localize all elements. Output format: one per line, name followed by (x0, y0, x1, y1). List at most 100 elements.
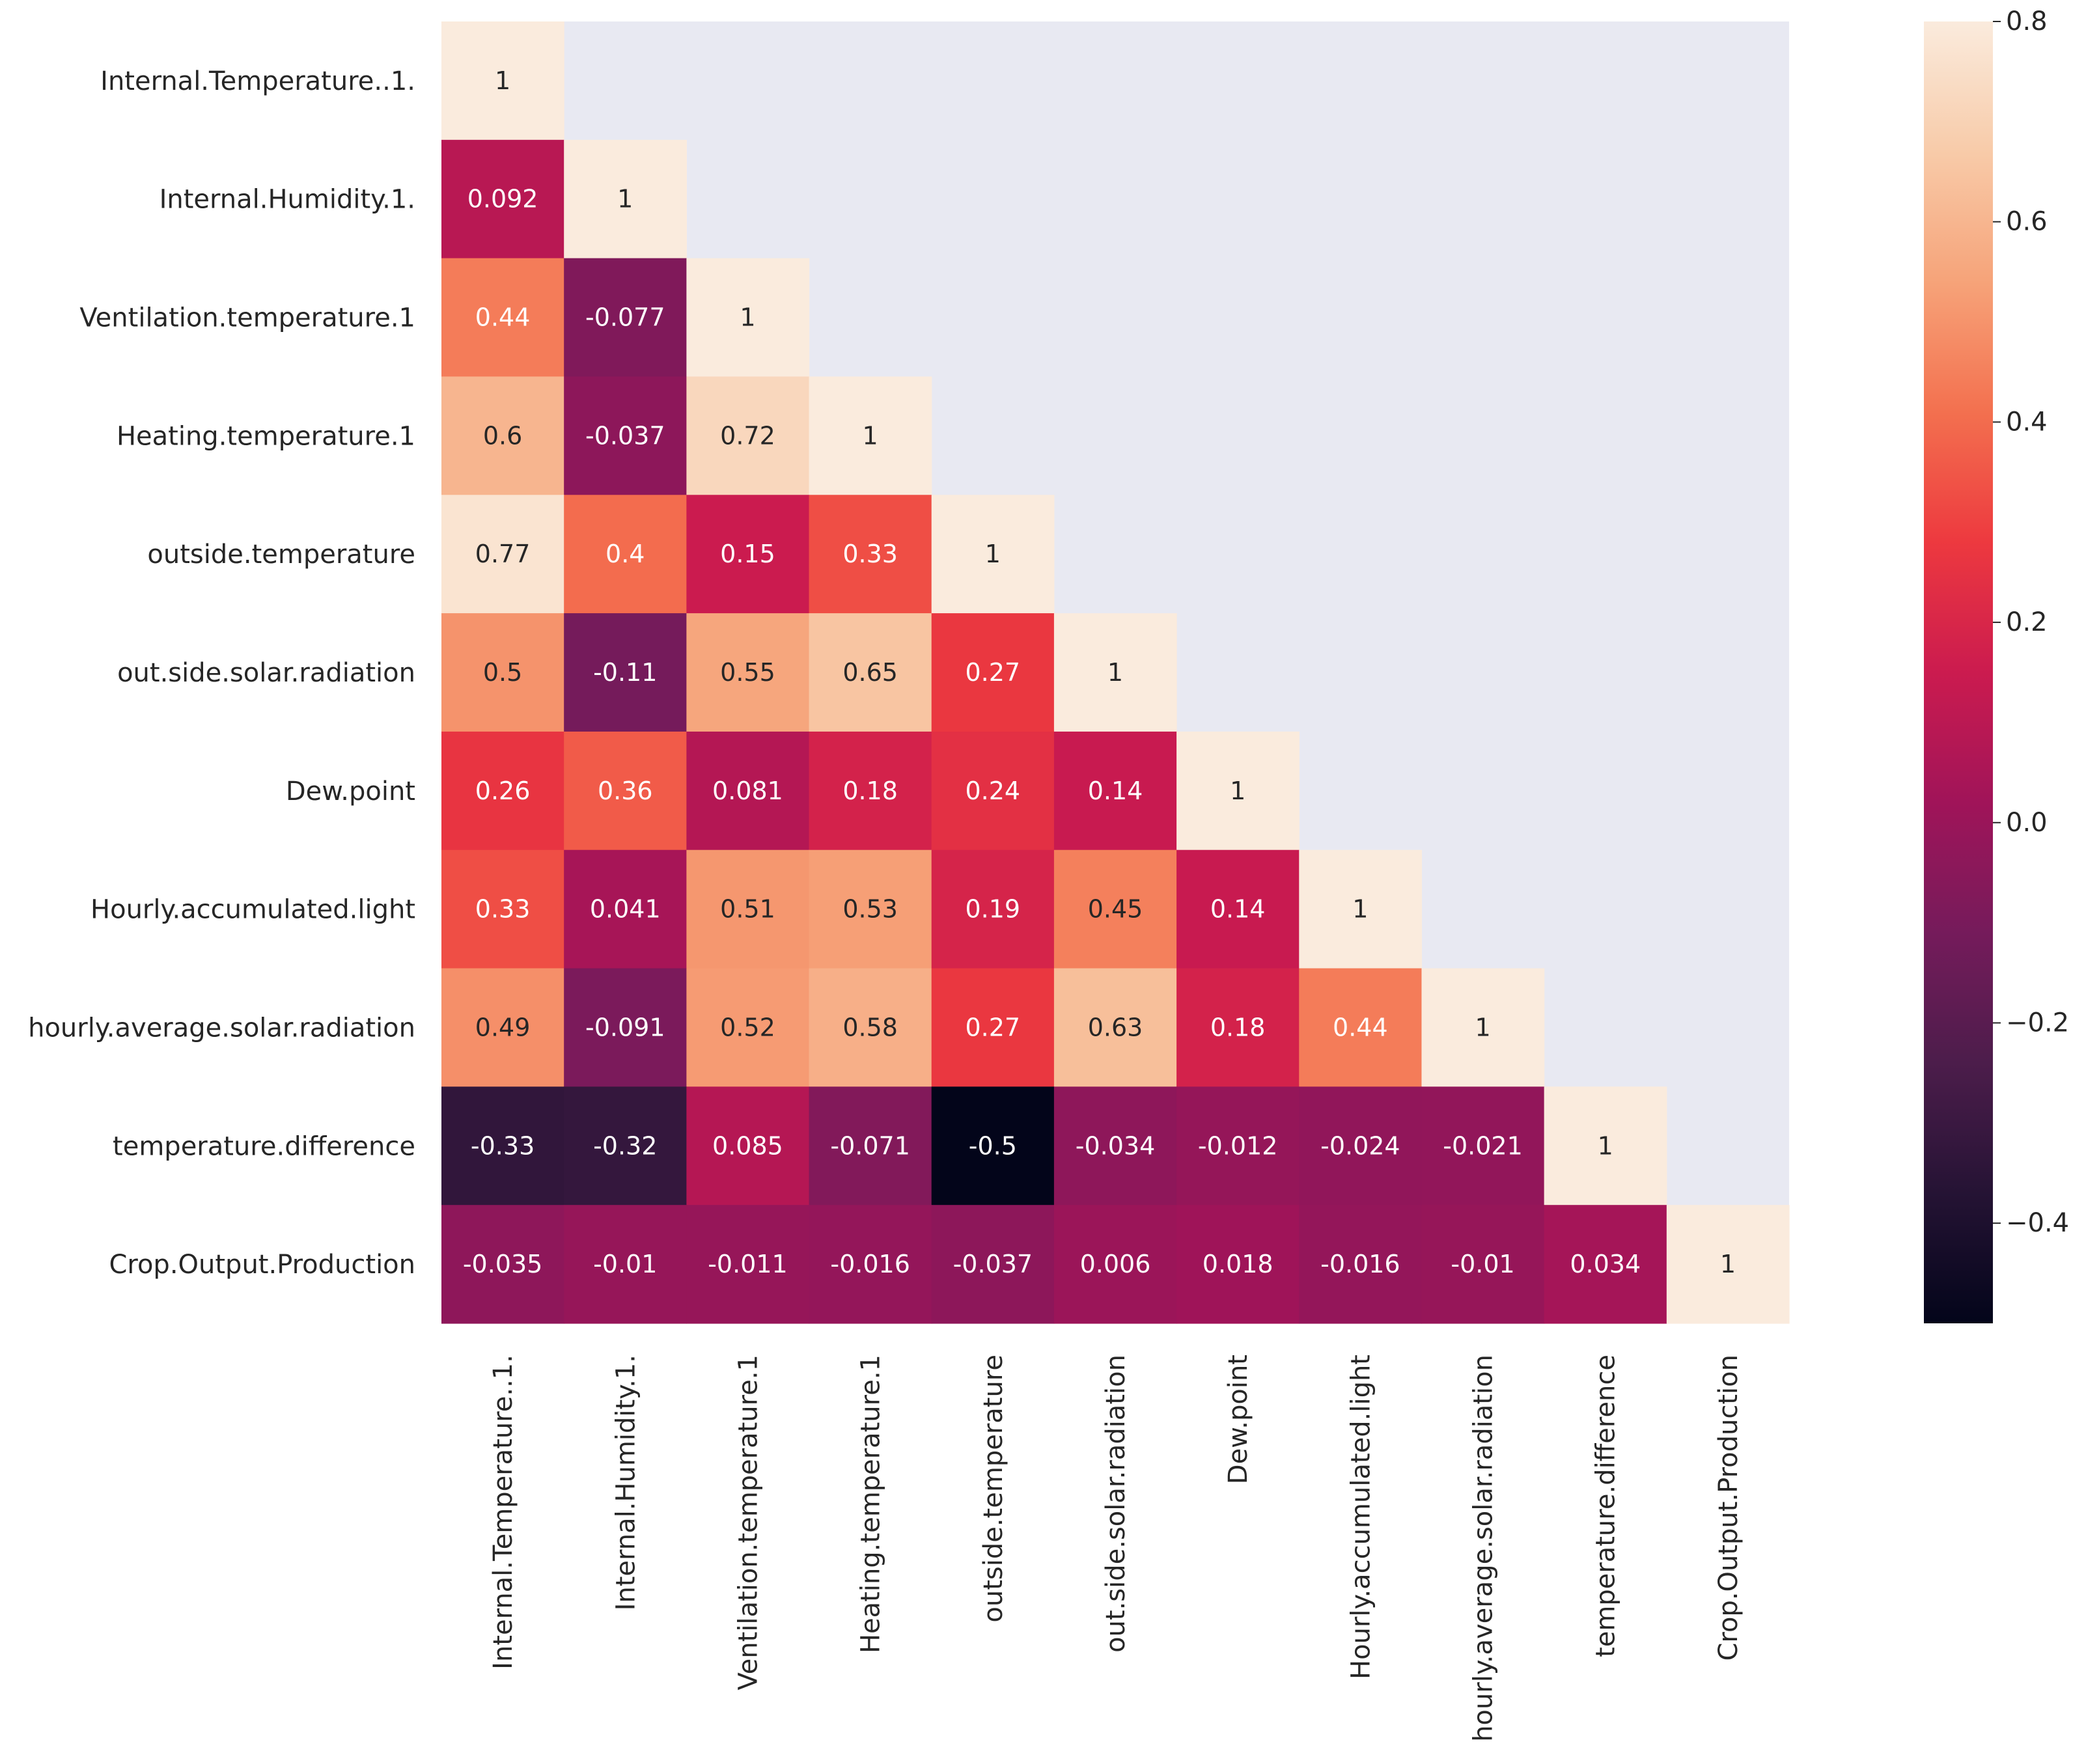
cell-value-label: 0.19 (966, 895, 1021, 924)
cell-value-label: 1 (617, 185, 633, 214)
heatmap-cell (1053, 968, 1177, 1087)
cell-value-label: 0.18 (1210, 1013, 1266, 1041)
cell-value-label: 0.44 (1333, 1013, 1388, 1041)
heatmap-cell (809, 1205, 932, 1324)
cell-value-label: 1 (985, 540, 1001, 568)
cell-value-label: 0.4 (605, 540, 645, 568)
heatmap-cell (931, 849, 1055, 969)
heatmap-cells: 1 0.092 1 0.44 -0.077 1 0.6 -0.037 0.72 1 0.77 0.4 0… (441, 21, 1790, 1324)
x-tick-label: Hourly.accumulated.light (1346, 1355, 1376, 1679)
cell-value-label: 0.081 (712, 777, 783, 805)
heatmap-cell (564, 731, 687, 851)
heatmap-cell (1299, 1086, 1423, 1206)
heatmap-cell (441, 139, 564, 259)
heatmap-cell (441, 731, 564, 851)
y-tick-label: Internal.Humidity.1. (160, 185, 415, 215)
cell-value-label: 0.49 (475, 1013, 531, 1041)
cell-value-label: -0.035 (463, 1250, 543, 1278)
x-tick-label: out.side.solar.radiation (1101, 1355, 1131, 1653)
cell-value-label: -0.034 (1076, 1131, 1156, 1160)
heatmap-cell (1299, 968, 1423, 1087)
cell-value-label: -0.33 (471, 1131, 535, 1160)
heatmap-cell (1666, 1205, 1790, 1324)
heatmap-cell (809, 495, 932, 614)
heatmap-cell (1421, 968, 1545, 1087)
cell-value-label: 0.44 (475, 303, 531, 332)
cell-value-label: 0.041 (590, 895, 661, 924)
cell-value-label: 0.65 (842, 658, 898, 687)
x-tick-label: Internal.Humidity.1. (611, 1355, 641, 1610)
cell-value-label: 0.55 (720, 658, 775, 687)
cell-value-label: -0.077 (585, 303, 665, 332)
cell-value-label: -0.012 (1198, 1131, 1278, 1160)
cell-value-label: 0.018 (1203, 1250, 1273, 1278)
heatmap-cell (1299, 1205, 1423, 1324)
cell-value-label: 1 (1598, 1131, 1613, 1160)
colorbar-tick-label: 0.2 (2006, 607, 2048, 637)
x-tick-label: Internal.Temperature..1. (488, 1355, 518, 1670)
heatmap-cell (809, 1086, 932, 1206)
y-tick-label: Ventilation.temperature.1 (79, 303, 415, 333)
heatmap-cell (441, 21, 564, 141)
colorbar-gradient (1924, 21, 1993, 1323)
x-tick-label: hourly.average.solar.radiation (1469, 1355, 1499, 1742)
cell-value-label: 0.27 (966, 1013, 1021, 1041)
heatmap-cell (441, 258, 564, 378)
heatmap-cell (1053, 849, 1177, 969)
cell-value-label: -0.091 (585, 1013, 665, 1041)
heatmap-cell (686, 849, 810, 969)
heatmap-cell (1053, 731, 1177, 851)
cell-value-label: 0.15 (720, 540, 775, 568)
cell-value-label: 1 (1352, 895, 1368, 924)
cell-value-label: -0.016 (1320, 1250, 1400, 1278)
y-tick-label: Internal.Temperature..1. (100, 66, 415, 96)
y-tick-label: out.side.solar.radiation (117, 658, 415, 688)
cell-value-label: 0.092 (467, 185, 538, 214)
cell-value-label: -0.016 (830, 1250, 910, 1278)
cell-value-label: 0.14 (1210, 895, 1266, 924)
heatmap-cell (686, 495, 810, 614)
cell-value-label: 1 (863, 421, 878, 450)
y-tick-label: Hourly.accumulated.light (90, 895, 415, 925)
cell-value-label: -0.01 (593, 1250, 657, 1278)
x-tick-label: outside.temperature (979, 1355, 1008, 1623)
cell-value-label: 0.51 (720, 895, 775, 924)
heatmap-cell (931, 1205, 1055, 1324)
y-tick-label: temperature.difference (113, 1131, 415, 1161)
cell-value-label: 0.18 (842, 777, 898, 805)
colorbar-tick-label: 0.6 (2006, 207, 2048, 237)
cell-value-label: -0.5 (969, 1131, 1017, 1160)
heatmap-cell (441, 1205, 564, 1324)
heatmap-cell (1053, 1205, 1177, 1324)
cell-value-label: 0.24 (966, 777, 1021, 805)
cell-value-label: -0.11 (593, 658, 657, 687)
x-tick-label: Heating.temperature.1 (856, 1355, 886, 1653)
heatmap-cell (1421, 1086, 1545, 1206)
heatmap-cell (1176, 1205, 1300, 1324)
cell-value-label: -0.071 (830, 1131, 910, 1160)
heatmap-cell (686, 968, 810, 1087)
heatmap-cell (686, 376, 810, 495)
cell-value-label: -0.32 (593, 1131, 657, 1160)
heatmap-cell (441, 968, 564, 1087)
cell-value-label: 0.72 (720, 421, 775, 450)
colorbar-tick-label: 0.8 (2006, 7, 2048, 36)
colorbar-tick-label: −0.2 (2006, 1008, 2069, 1038)
heatmap-cell (1176, 968, 1300, 1087)
heatmap-cell (564, 495, 687, 614)
cell-value-label: 0.52 (720, 1013, 775, 1041)
cell-value-label: 0.27 (966, 658, 1021, 687)
cell-value-label: -0.011 (708, 1250, 788, 1278)
heatmap-cell (686, 1205, 810, 1324)
heatmap-cell (1176, 731, 1300, 851)
cell-value-label: -0.037 (585, 421, 665, 450)
heatmap-cell (564, 849, 687, 969)
x-tick-label: Crop.Output.Production (1714, 1355, 1744, 1661)
cell-value-label: 0.77 (475, 540, 531, 568)
heatmap-cell (441, 849, 564, 969)
heatmap-cell (564, 376, 687, 495)
heatmap-cell (809, 849, 932, 969)
cell-value-label: 1 (495, 66, 510, 95)
heatmap-cell (809, 731, 932, 851)
